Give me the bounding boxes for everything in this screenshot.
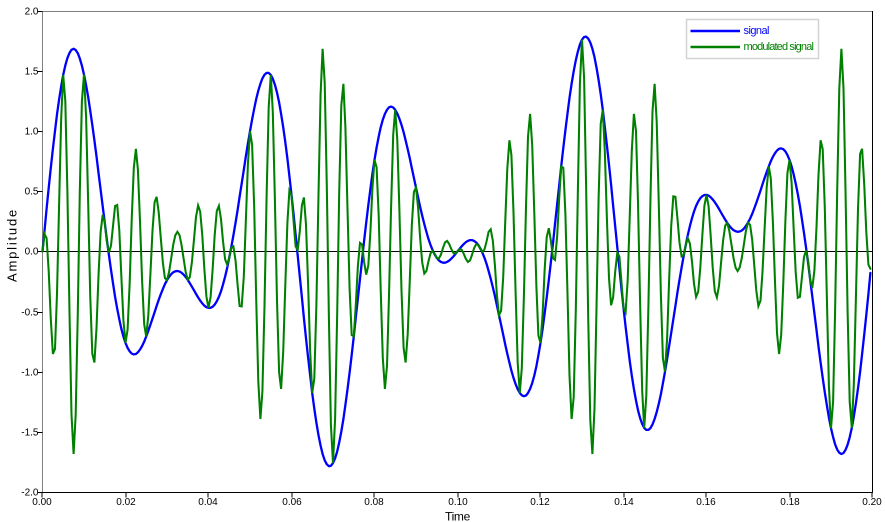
svg-text:-2.0: -2.0: [21, 488, 39, 499]
svg-text:0.10: 0.10: [448, 497, 468, 508]
svg-text:modulated signal: modulated signal: [744, 41, 814, 53]
svg-text:0.0: 0.0: [25, 247, 39, 258]
svg-text:0.08: 0.08: [364, 497, 384, 508]
svg-text:0.20: 0.20: [862, 497, 882, 508]
svg-text:0.04: 0.04: [198, 497, 218, 508]
svg-text:1.5: 1.5: [25, 67, 39, 78]
svg-text:-0.5: -0.5: [21, 308, 39, 319]
svg-text:0.06: 0.06: [282, 497, 302, 508]
svg-text:0.14: 0.14: [614, 497, 634, 508]
svg-text:0.12: 0.12: [530, 497, 550, 508]
svg-text:-1.5: -1.5: [21, 428, 39, 439]
svg-text:0.18: 0.18: [780, 497, 800, 508]
svg-text:0.00: 0.00: [32, 497, 52, 508]
svg-text:0.5: 0.5: [25, 187, 39, 198]
svg-text:0.02: 0.02: [116, 497, 136, 508]
svg-text:-1.0: -1.0: [21, 368, 39, 379]
svg-text:1.0: 1.0: [25, 127, 39, 138]
svg-text:signal: signal: [744, 25, 770, 37]
svg-text:Amplitude: Amplitude: [4, 208, 19, 282]
svg-text:0.16: 0.16: [696, 497, 716, 508]
svg-text:2.0: 2.0: [25, 7, 39, 18]
svg-text:Time: Time: [445, 510, 471, 522]
